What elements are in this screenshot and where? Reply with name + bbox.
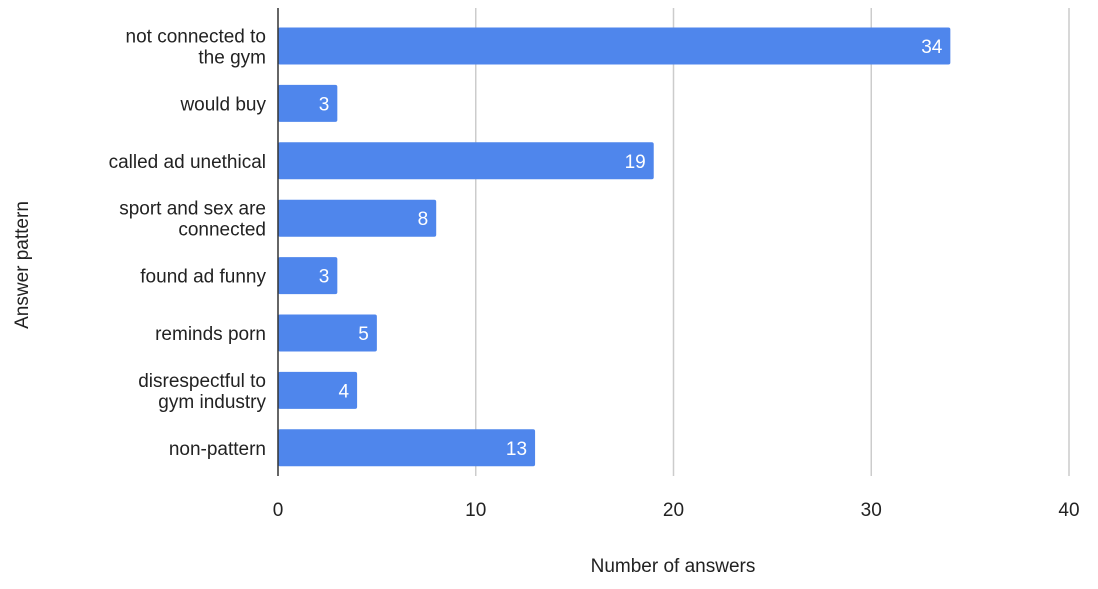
data-label: 8: [418, 209, 429, 230]
category-label: disrespectful to gym industry: [138, 371, 266, 413]
y-axis-title: Answer pattern: [12, 201, 33, 329]
bars: [278, 27, 951, 467]
data-label: 3: [319, 94, 330, 115]
data-label: 34: [921, 37, 943, 58]
bar: [278, 27, 951, 65]
category-label: would buy: [179, 94, 266, 115]
data-label: 19: [625, 152, 646, 173]
data-label: 3: [319, 267, 330, 288]
bar: [278, 199, 437, 237]
bar: [278, 314, 377, 352]
gridlines: [475, 8, 1070, 476]
category-label: found ad funny: [140, 267, 266, 288]
data-label: 4: [339, 381, 350, 402]
bar: [278, 371, 358, 409]
bar: [278, 257, 338, 295]
x-axis-title: Number of answers: [591, 556, 756, 577]
x-tick-label: 30: [861, 500, 882, 521]
category-label: non-pattern: [169, 439, 266, 460]
category-label: called ad unethical: [109, 152, 266, 173]
category-label: reminds porn: [155, 324, 266, 345]
data-label: 5: [358, 324, 369, 345]
data-label: 13: [506, 439, 527, 460]
bar: [278, 142, 654, 180]
x-tick-label: 20: [663, 500, 684, 521]
bar: [278, 84, 338, 122]
x-tick-label: 10: [465, 500, 486, 521]
category-label: not connected to the gym: [126, 27, 267, 69]
bar: [278, 429, 536, 467]
x-tick-label: 40: [1058, 500, 1079, 521]
category-label: sport and sex are connected: [119, 199, 266, 241]
x-tick-label: 0: [273, 500, 284, 521]
